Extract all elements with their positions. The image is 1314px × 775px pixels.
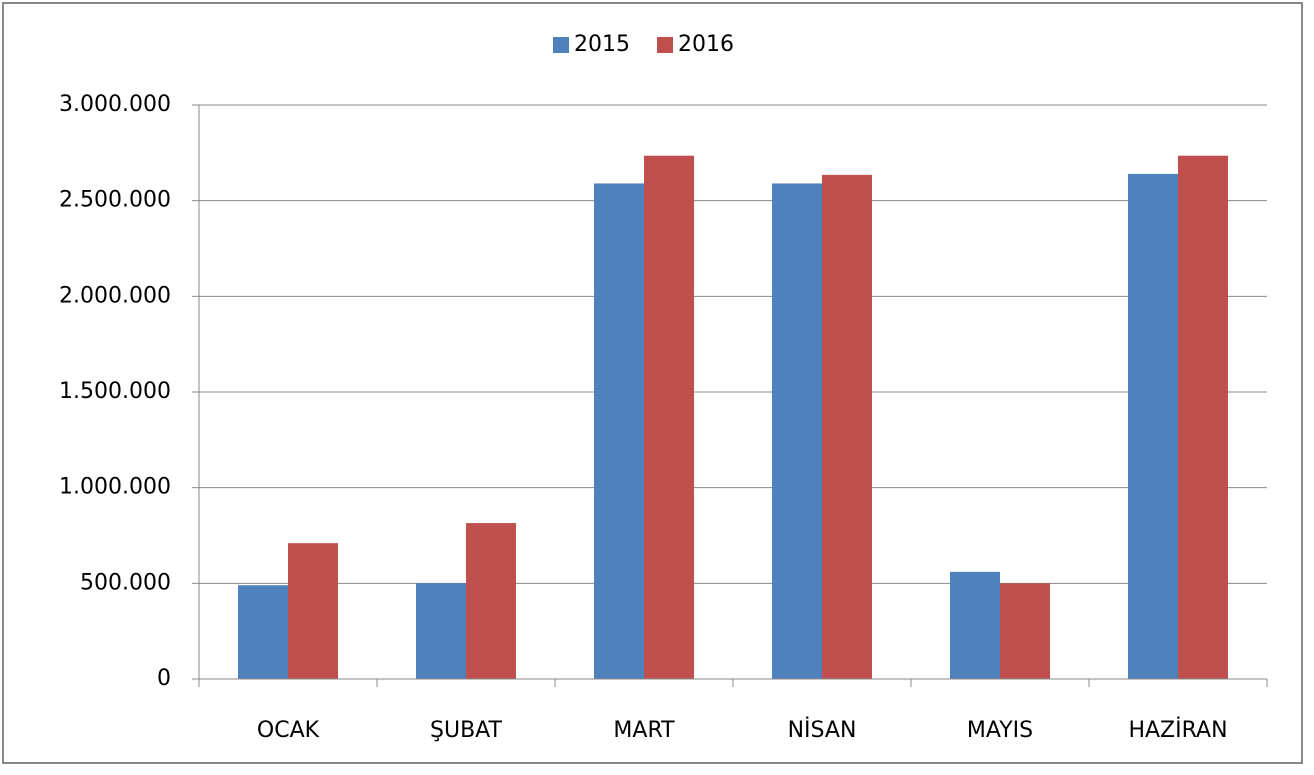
bar <box>594 183 644 680</box>
bar <box>1128 173 1178 679</box>
y-tick-label: 2.500.000 <box>59 188 171 213</box>
x-tick-label: MAYIS <box>967 718 1033 743</box>
bar <box>1000 583 1050 679</box>
y-tick-label: 1.000.000 <box>59 475 171 500</box>
y-tick-label: 500.000 <box>80 570 171 595</box>
x-tick-label: OCAK <box>257 718 320 743</box>
y-tick-label: 1.500.000 <box>59 379 171 404</box>
bar <box>1178 155 1228 679</box>
y-tick-label: 3.000.000 <box>59 92 171 117</box>
bar <box>238 585 288 679</box>
legend-label: 2015 <box>574 32 630 57</box>
x-tick-label: HAZİRAN <box>1128 717 1227 743</box>
bar <box>416 583 466 679</box>
bar <box>644 155 694 679</box>
bar <box>288 543 338 679</box>
x-tick-label: MART <box>613 718 675 743</box>
bar <box>950 571 1000 679</box>
x-tick-label: NİSAN <box>788 717 857 743</box>
legend-label: 2016 <box>678 32 734 57</box>
legend-swatch <box>553 37 569 53</box>
bar <box>822 174 872 679</box>
y-tick-label: 2.000.000 <box>59 283 171 308</box>
x-tick-label: ŞUBAT <box>430 718 503 743</box>
bar <box>772 183 822 680</box>
bar <box>466 523 516 679</box>
legend-swatch <box>657 37 673 53</box>
y-tick-label: 0 <box>157 666 171 691</box>
